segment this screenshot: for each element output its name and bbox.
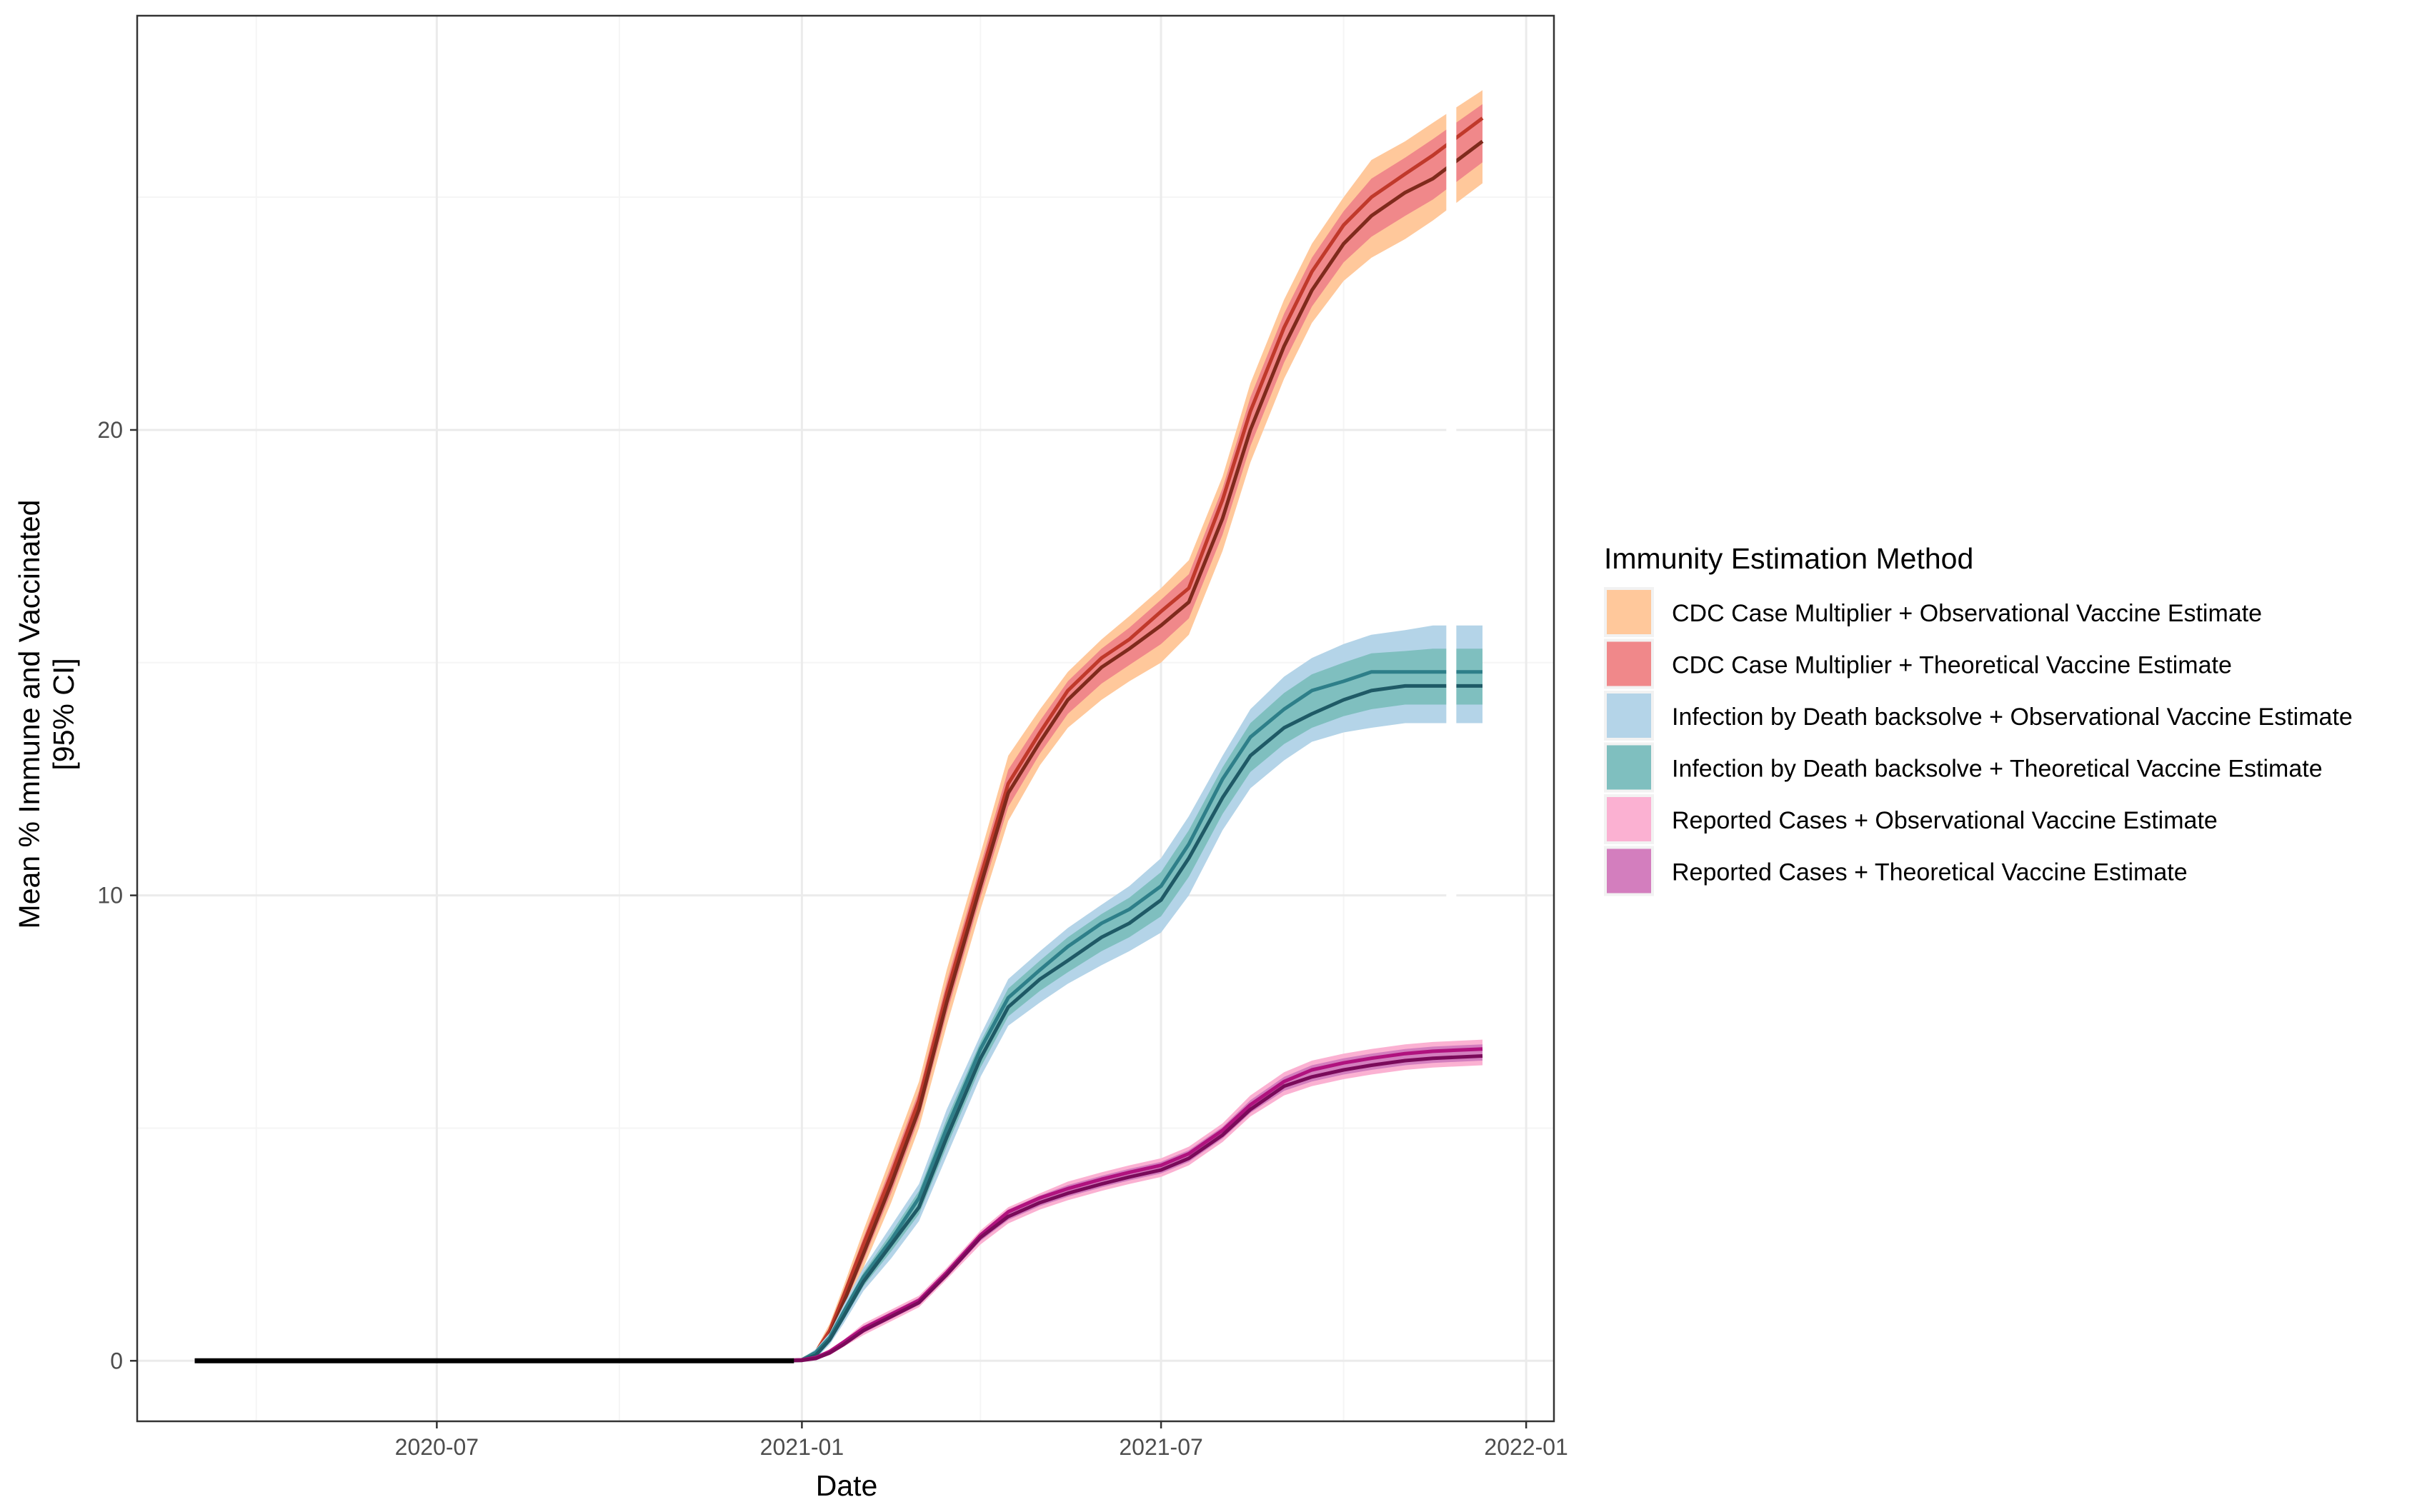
y-axis-title: Mean % Immune and Vaccinated [95% CI] [13, 500, 80, 929]
band-inner-cdc-case-multiplier [194, 104, 1482, 1361]
x-tick-label: 2022-01 [1484, 1434, 1568, 1460]
y-tick-label: 20 [97, 417, 123, 443]
series-line-lower-reported-cases [194, 1054, 1483, 1363]
series-line-upper-cdc-case-multiplier [194, 116, 1484, 1363]
series-line-lower-infection-by-death-backsolve [194, 684, 1482, 1363]
legend-swatch [1607, 694, 1651, 738]
y-axis: 0 10 20 [97, 417, 137, 1373]
y-tick-label: 0 [110, 1348, 123, 1373]
x-tick-label: 2021-01 [760, 1434, 844, 1460]
legend-label: CDC Case Multiplier + Observational Vacc… [1672, 600, 2262, 627]
y-axis-title-line2: [95% CI] [47, 658, 80, 770]
legend-swatch [1607, 745, 1651, 790]
legend-label: CDC Case Multiplier + Theoretical Vaccin… [1672, 652, 2232, 679]
x-tick-label: 2021-07 [1119, 1434, 1202, 1460]
panel-border [136, 14, 1555, 1423]
x-tick-label: 2020-07 [395, 1434, 479, 1460]
legend-label: Reported Cases + Observational Vaccine E… [1672, 807, 2218, 834]
legend-title: Immunity Estimation Method [1604, 542, 1973, 575]
legend-label: Reported Cases + Theoretical Vaccine Est… [1672, 859, 2188, 886]
legend-swatch [1607, 641, 1651, 686]
legend-swatch [1607, 848, 1651, 893]
plot-panel [136, 14, 1555, 1423]
legend-label: Infection by Death backsolve + Theoretic… [1672, 756, 2323, 783]
y-tick-label: 10 [97, 883, 123, 908]
legend: Immunity Estimation Method CDC Case Mult… [1604, 542, 2353, 896]
legend-swatch [1607, 797, 1651, 841]
legend-label: Infection by Death backsolve + Observati… [1672, 704, 2353, 731]
x-axis-title: Date [816, 1469, 878, 1502]
data-gap [1446, 59, 1457, 976]
y-axis-title-line1: Mean % Immune and Vaccinated [13, 500, 46, 929]
x-axis: 2020-07 2021-01 2021-07 2022-01 [395, 1421, 1568, 1460]
legend-swatch [1607, 590, 1651, 634]
